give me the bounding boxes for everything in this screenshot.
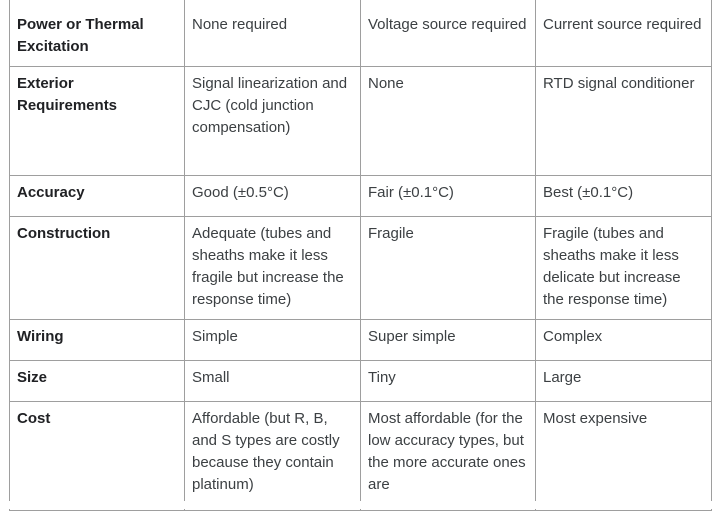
table-row-power-excitation: Power or Thermal Excitation None require…	[9, 0, 712, 67]
cell-rtd: Current source required	[535, 0, 712, 67]
row-label: Construction	[9, 216, 185, 320]
cell-rtd: Most expensive	[535, 401, 712, 511]
row-label: Accuracy	[9, 175, 185, 217]
table-row-cost: Cost Affordable (but R, B, and S types a…	[9, 401, 712, 511]
cell-rtd: Complex	[535, 319, 712, 361]
row-label: Wiring	[9, 319, 185, 361]
cell-thermocouple: Good (±0.5°C)	[184, 175, 361, 217]
table-row-wiring: Wiring Simple Super simple Complex	[9, 319, 712, 361]
table-row-accuracy: Accuracy Good (±0.5°C) Fair (±0.1°C) Bes…	[9, 175, 712, 217]
cell-thermocouple: Adequate (tubes and sheaths make it less…	[184, 216, 361, 320]
row-label: Power or Thermal Excitation	[9, 0, 185, 67]
cell-thermistor: None	[360, 66, 536, 176]
cell-thermistor: Tiny	[360, 360, 536, 402]
cell-thermistor: Voltage source required	[360, 0, 536, 67]
cell-thermistor: Most affordable (for the low accuracy ty…	[360, 401, 536, 511]
cell-thermocouple: None required	[184, 0, 361, 67]
cell-thermistor: Super simple	[360, 319, 536, 361]
cell-rtd: Best (±0.1°C)	[535, 175, 712, 217]
bottom-crop-edge	[0, 501, 721, 509]
cell-thermistor: Fair (±0.1°C)	[360, 175, 536, 217]
cell-rtd: Fragile (tubes and sheaths make it less …	[535, 216, 712, 320]
table-row-size: Size Small Tiny Large	[9, 360, 712, 402]
row-label: Size	[9, 360, 185, 402]
cell-thermocouple: Simple	[184, 319, 361, 361]
row-label: Cost	[9, 401, 185, 511]
row-label: Exterior Requirements	[9, 66, 185, 176]
cell-thermocouple: Affordable (but R, B, and S types are co…	[184, 401, 361, 511]
comparison-table-container: Power or Thermal Excitation None require…	[9, 0, 712, 511]
cell-thermistor: Fragile	[360, 216, 536, 320]
table-row-exterior-requirements: Exterior Requirements Signal linearizati…	[9, 66, 712, 176]
sensor-comparison-table: Power or Thermal Excitation None require…	[9, 0, 712, 511]
cell-thermocouple: Small	[184, 360, 361, 402]
cell-rtd: RTD signal conditioner	[535, 66, 712, 176]
table-row-construction: Construction Adequate (tubes and sheaths…	[9, 216, 712, 320]
cell-thermocouple: Signal linearization and CJC (cold junct…	[184, 66, 361, 176]
cell-rtd: Large	[535, 360, 712, 402]
